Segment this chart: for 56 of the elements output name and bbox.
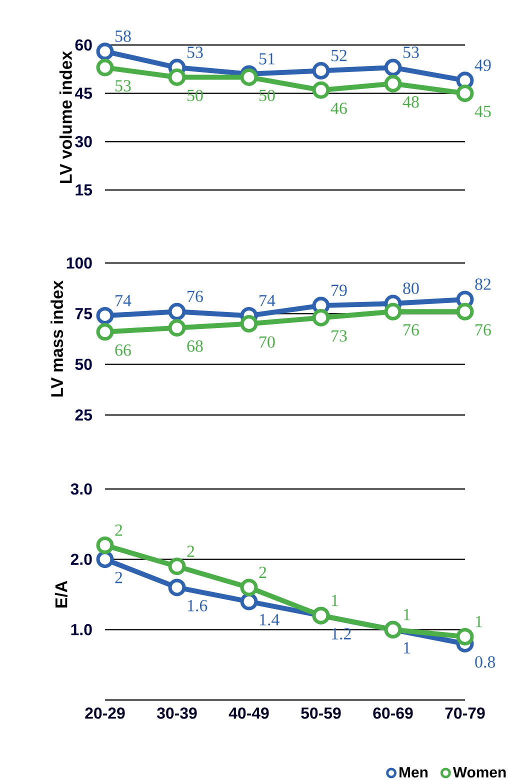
data-label: 49 (474, 60, 491, 71)
data-label: 76 (188, 290, 203, 302)
data-label: 80 (403, 282, 419, 294)
data-label: 1.6 (188, 600, 208, 612)
y-tick-label: 25 (75, 409, 92, 421)
data-label: 2 (259, 566, 266, 578)
x-tick-label: 40-49 (228, 708, 269, 719)
data-label: 76 (404, 324, 419, 336)
data-label: 76 (476, 324, 491, 336)
data-label: 1 (404, 642, 410, 654)
x-tick-label: 20-29 (85, 708, 125, 719)
data-label: 2 (115, 572, 122, 584)
data-label: 2 (115, 524, 122, 536)
data-label: 52 (332, 50, 347, 62)
data-label: 82 (475, 278, 491, 290)
y-tick-label: 45 (74, 88, 92, 99)
data-label: 1 (476, 616, 482, 628)
data-label: 53 (404, 46, 419, 58)
y-tick-label: 75 (75, 308, 92, 320)
data-label: 58 (116, 30, 131, 42)
data-label: 79 (332, 284, 347, 296)
data-label: 2 (187, 546, 194, 557)
y-tick-label: 30 (75, 136, 92, 148)
y-tick-label: 3.0 (70, 483, 92, 495)
data-label: 48 (402, 96, 419, 108)
y-tick-label: 2.0 (70, 554, 92, 565)
data-label: 53 (116, 80, 131, 92)
data-label: 45 (474, 106, 491, 118)
legend-label: Women (452, 767, 506, 778)
data-label: 74 (116, 295, 132, 306)
x-tick-label: 70-79 (445, 708, 485, 719)
data-label: 1 (332, 594, 338, 606)
data-label: 53 (188, 46, 203, 58)
data-label: 73 (332, 330, 347, 342)
legend-label: Men (400, 767, 428, 778)
y-axis-title: LV volume index (59, 50, 72, 184)
y-axis-title: E/A (54, 580, 68, 608)
y-tick-label: 50 (75, 358, 92, 370)
data-label: 70 (260, 336, 275, 348)
x-tick-label: 50-59 (301, 708, 341, 719)
y-tick-label: 100 (66, 257, 92, 269)
data-label: 68 (187, 340, 203, 352)
y-tick-label: 1.0 (71, 624, 92, 636)
data-label: 74 (260, 295, 276, 306)
x-tick-label: 60-69 (373, 708, 413, 719)
data-label: 0.8 (475, 656, 496, 668)
x-tick-label: 30-39 (156, 708, 197, 719)
data-label: 1.4 (260, 614, 280, 626)
y-axis-title: LV mass index (50, 280, 64, 397)
data-label: 1.2 (332, 628, 351, 640)
data-label: 46 (330, 102, 347, 114)
data-label: 1 (404, 608, 410, 620)
data-label: 66 (115, 344, 131, 356)
data-label: 51 (260, 53, 274, 64)
y-tick-label: 60 (75, 39, 92, 51)
y-tick-label: 15 (76, 184, 92, 196)
